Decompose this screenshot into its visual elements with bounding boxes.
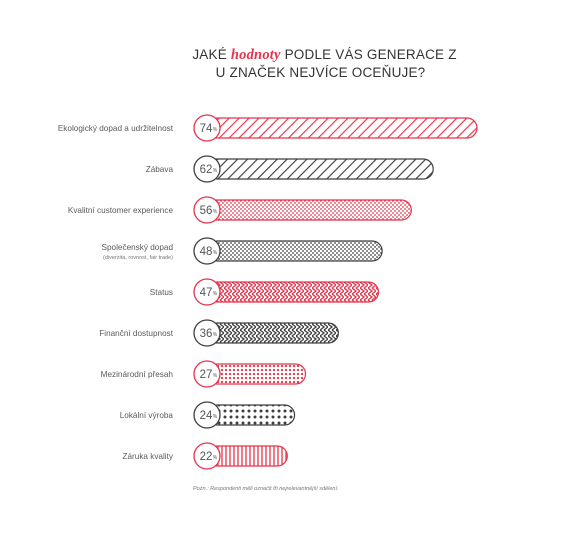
value-label: 36	[200, 328, 213, 340]
value-label: 74	[200, 123, 213, 135]
value-circle	[193, 114, 221, 142]
category-label: Společenský dopad	[102, 243, 174, 252]
value-circle	[193, 401, 221, 429]
value-circle	[193, 442, 221, 470]
category-label: Mezinárodní přesah	[101, 370, 174, 379]
bar-row: 22 % Záruka kvality	[122, 442, 288, 470]
bar-row: 74 % Ekologický dopad a udržitelnost	[58, 114, 478, 142]
value-circle	[193, 319, 221, 347]
title-highlight: hodnoty	[230, 47, 281, 63]
value-unit: %	[213, 455, 218, 461]
value-circle	[193, 237, 221, 265]
category-label: Kvalitní customer experience	[68, 206, 174, 215]
bar	[206, 158, 434, 180]
value-label: 56	[200, 205, 213, 217]
category-sublabel: (diverzita, rovnost, fair trade)	[103, 255, 173, 261]
title-middle: PODLE VÁS GENERACE Z	[284, 47, 457, 62]
value-label: 47	[200, 287, 213, 299]
category-label: Ekologický dopad a udržitelnost	[58, 124, 174, 133]
bar-row: 24 % Lokální výroba	[120, 401, 296, 429]
footnote: Pozn.: Respondenti měli označit tři nejr…	[193, 486, 339, 492]
value-unit: %	[213, 209, 218, 215]
value-circle	[193, 278, 221, 306]
bar	[206, 240, 383, 262]
value-label: 27	[200, 369, 213, 381]
value-label: 48	[200, 246, 213, 258]
bar	[206, 281, 380, 303]
title-line2: U ZNAČEK NEJVÍCE OCEŇUJE?	[215, 65, 426, 80]
value-circle	[193, 155, 221, 183]
bar-row: 62 % Zábava	[146, 155, 434, 183]
value-circle	[193, 360, 221, 388]
value-unit: %	[213, 373, 218, 379]
value-unit: %	[213, 414, 218, 420]
value-circle	[193, 196, 221, 224]
value-unit: %	[213, 291, 218, 297]
bar-row: 48 % Společenský dopad (diverzita, rovnost,…	[102, 237, 383, 265]
bar	[206, 363, 307, 385]
bar-row: 36 % Finanční dostupnost	[99, 319, 339, 347]
bar-row: 27 % Mezinárodní přesah	[101, 360, 307, 388]
bar	[206, 117, 478, 139]
value-unit: %	[213, 127, 218, 133]
value-unit: %	[213, 250, 218, 256]
value-label: 62	[200, 164, 213, 176]
category-label: Záruka kvality	[122, 452, 173, 461]
category-label: Status	[150, 288, 173, 297]
category-label: Lokální výroba	[120, 411, 174, 420]
bar-row: 56 % Kvalitní customer experience	[68, 196, 412, 224]
bars-group: 74 % Ekologický dopad a udržitelnost 62 % Záb…	[58, 114, 478, 470]
chart-title: JAKÉ hodnoty PODLE VÁS GENERACE Z U ZNAČ…	[0, 46, 575, 81]
category-label: Finanční dostupnost	[99, 329, 173, 338]
bar-row: 47 % Status	[150, 278, 380, 306]
value-unit: %	[213, 332, 218, 338]
category-label: Zábava	[146, 165, 174, 174]
value-unit: %	[213, 168, 218, 174]
bar	[206, 199, 412, 221]
bar	[206, 322, 339, 344]
value-label: 24	[200, 410, 213, 422]
value-label: 22	[200, 451, 213, 463]
title-prefix: JAKÉ	[192, 47, 227, 62]
